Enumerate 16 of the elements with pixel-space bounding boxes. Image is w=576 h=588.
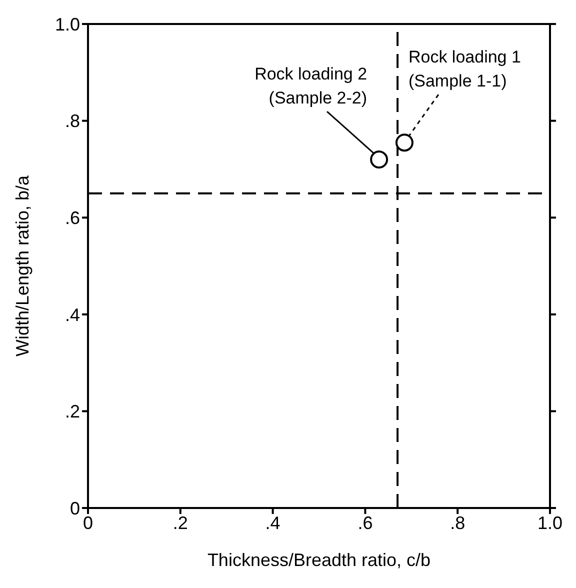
annotation: Rock loading 1 (Sample 1-1) [408,48,521,91]
x-axis-title: Thickness/Breadth ratio, c/b [207,550,431,570]
y-tick-label: .8 [64,111,80,132]
y-tick-label: 0 [70,498,80,518]
x-tick-label: .4 [265,512,280,533]
x-tick-label: .2 [172,512,188,533]
x-tick-label: .6 [358,512,373,533]
x-tick-label: 0 [82,512,94,533]
y-tick-label: .2 [64,402,80,422]
y-tick-label: .4 [64,304,80,325]
x-tick-label: 1.0 [537,512,563,533]
y-tick-label: 1.0 [54,14,80,34]
x-tick-label: .8 [450,512,466,533]
annotation: Rock loading 2 (Sample 2-2) [254,64,368,108]
y-tick-label: .6 [64,208,80,228]
y-axis-title: Width/Length ratio, b/a [12,174,32,357]
